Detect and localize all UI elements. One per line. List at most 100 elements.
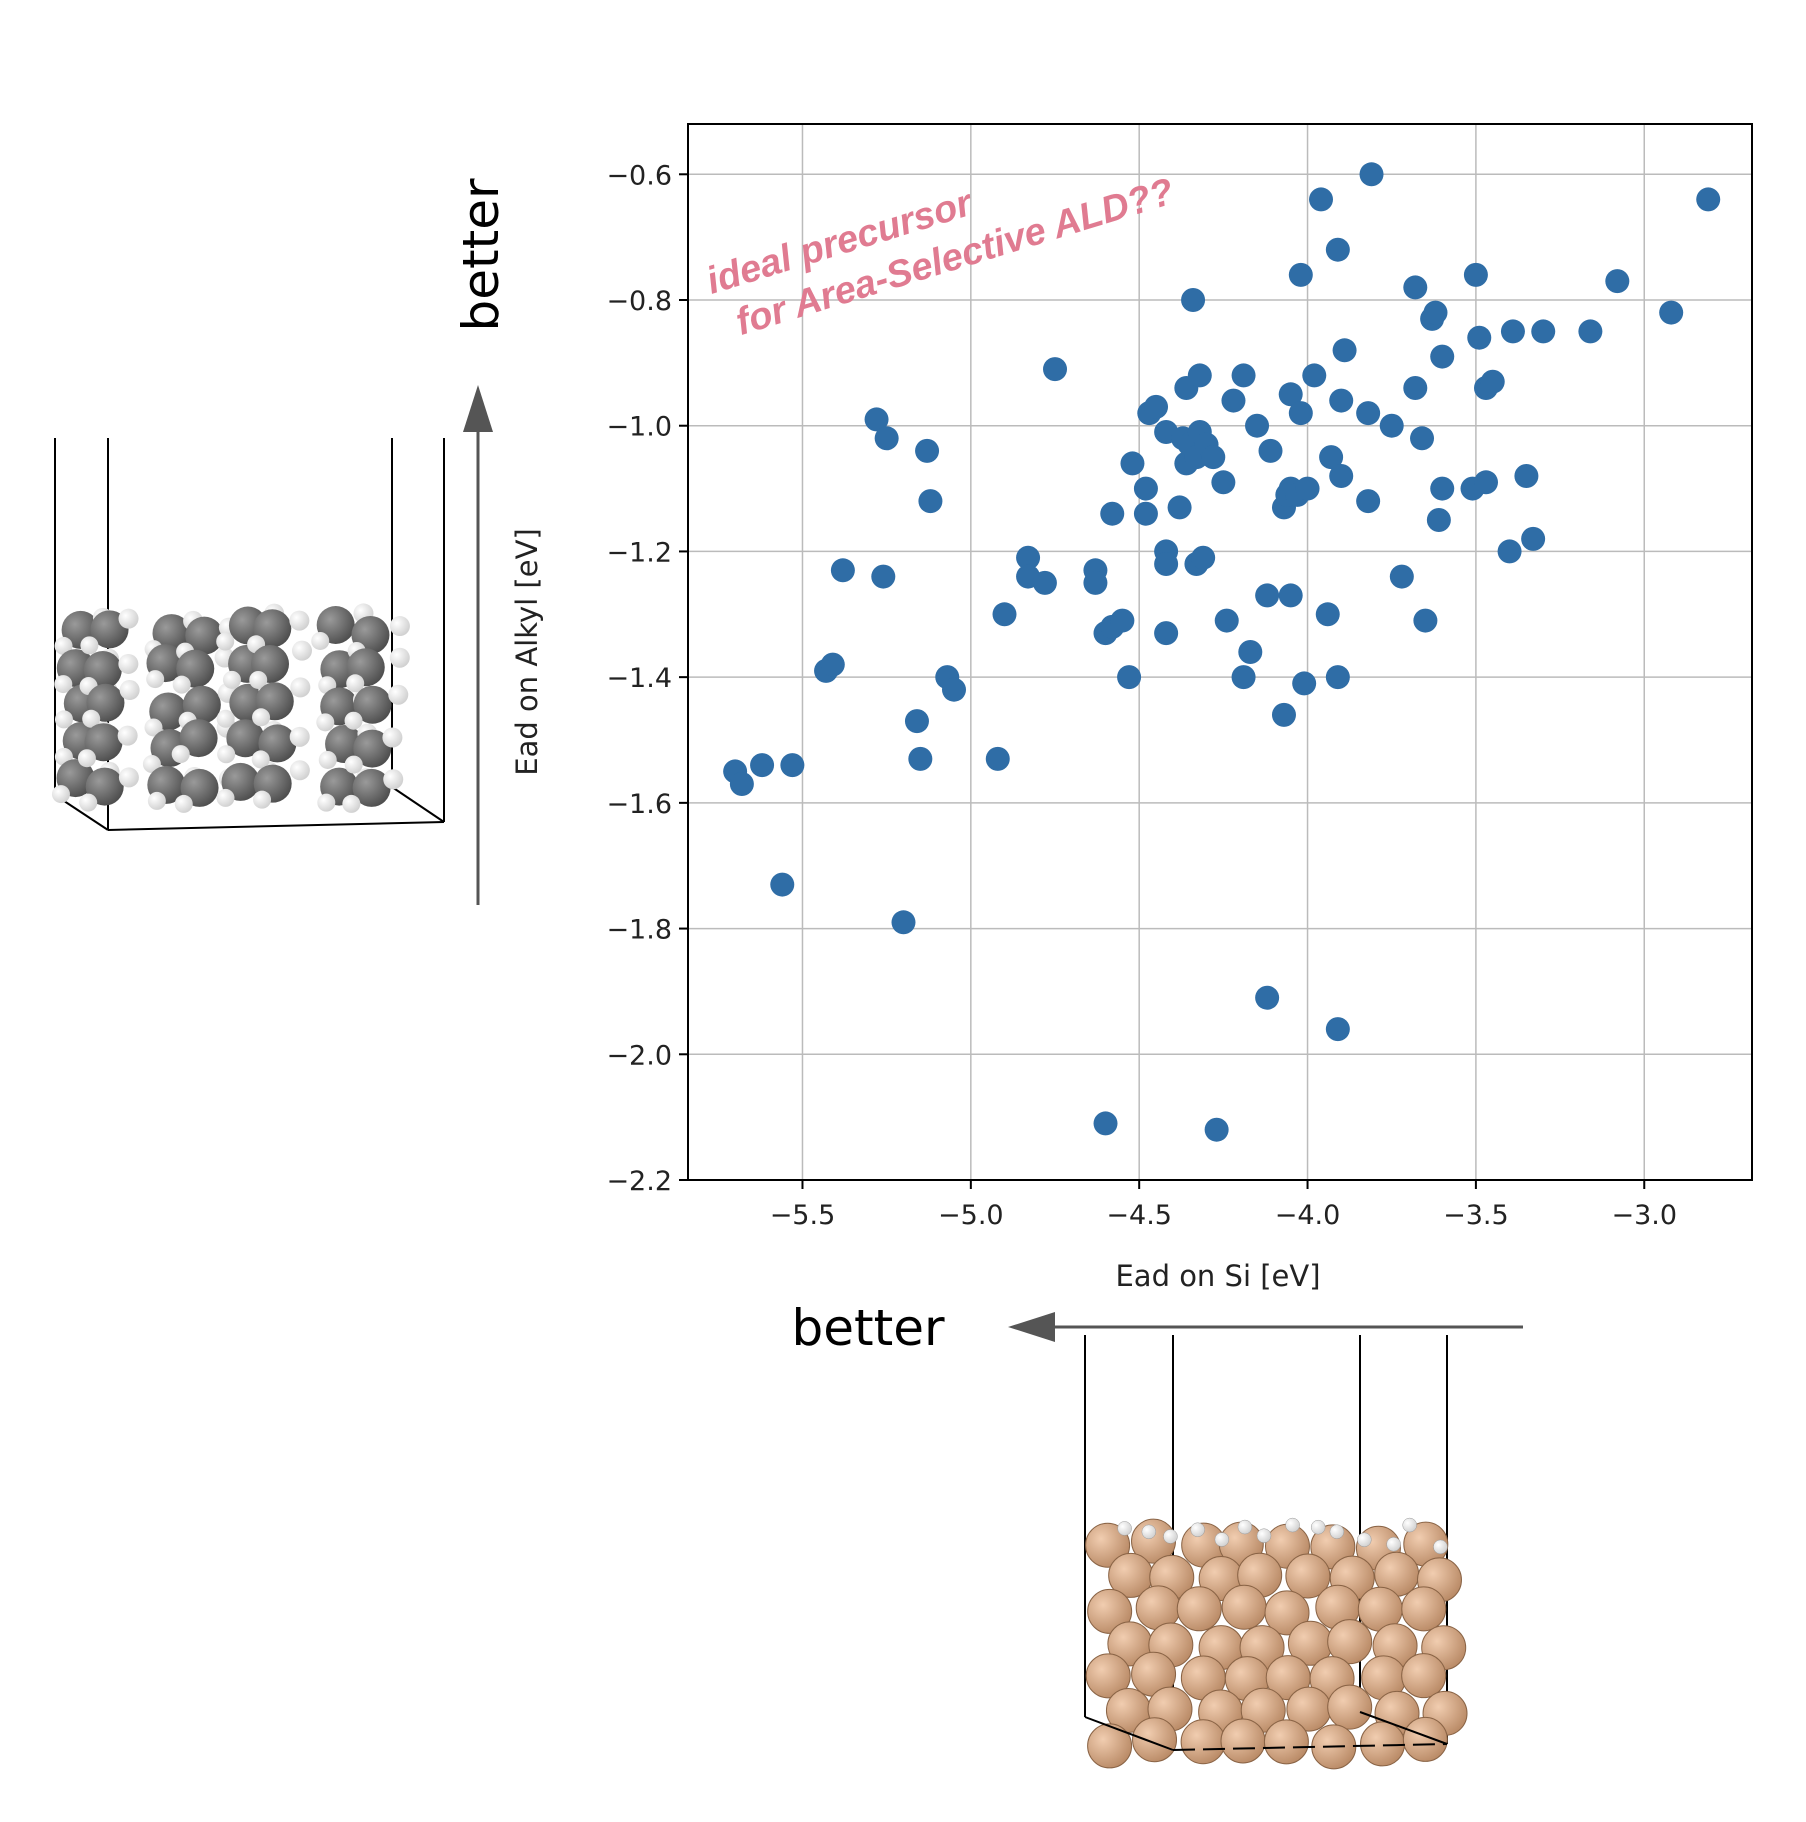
data-point <box>1309 187 1334 212</box>
vertical-better-arrow <box>463 385 493 905</box>
hydrogen-atom <box>119 680 140 701</box>
hydrogen-atom <box>51 785 70 804</box>
x-tick-label: −3.5 <box>1443 1200 1509 1231</box>
data-point <box>1403 275 1428 300</box>
data-point <box>1531 319 1556 344</box>
y-tick-label: −1.0 <box>606 412 672 443</box>
hydrogen-atom <box>1256 1528 1272 1543</box>
copper-atom <box>1087 1588 1133 1634</box>
data-point <box>1389 564 1414 589</box>
y-tick-label: −1.6 <box>606 789 672 820</box>
data-point <box>1100 501 1125 526</box>
data-point <box>1325 1017 1350 1042</box>
hydrogen-atom <box>389 616 410 637</box>
x-axis-title: Ead on Si [eV] <box>1115 1259 1320 1293</box>
hydrogen-atom <box>54 710 73 729</box>
data-point <box>871 564 896 589</box>
arrow-up-icon <box>463 385 493 432</box>
data-point <box>1315 602 1340 627</box>
data-point <box>1521 526 1546 551</box>
copper-surface-slab-icon <box>1084 1335 1468 1770</box>
data-point <box>1120 451 1145 476</box>
data-point <box>1255 583 1280 608</box>
data-point <box>1696 187 1721 212</box>
hydrogen-atom <box>1163 1529 1178 1544</box>
hydrogen-atom <box>147 791 166 810</box>
hydrogen-atom <box>217 745 236 764</box>
data-point <box>1181 288 1206 312</box>
data-point <box>820 652 845 677</box>
data-point <box>1231 665 1256 690</box>
copper-atom <box>1220 1718 1266 1764</box>
data-point <box>1500 319 1525 344</box>
data-point <box>1245 413 1270 438</box>
data-point <box>1278 382 1303 407</box>
hydrogen-atom <box>388 684 409 705</box>
data-point <box>1332 338 1357 363</box>
hydrogen-atom <box>216 788 235 807</box>
data-point <box>918 489 943 514</box>
carbon-atom <box>179 719 218 758</box>
hydrogen-atom <box>346 674 365 693</box>
data-point <box>1214 608 1239 633</box>
y-tick-label: −1.8 <box>606 915 672 946</box>
hydrogen-atom <box>1433 1539 1448 1555</box>
hydrogen-atom <box>290 677 311 698</box>
copper-atom <box>1402 1716 1448 1762</box>
hydrogen-atom <box>222 670 241 689</box>
data-point <box>1032 570 1057 595</box>
data-point <box>1578 319 1603 344</box>
data-point <box>1144 394 1169 419</box>
data-point <box>1356 489 1381 514</box>
x-tick-label: −4.5 <box>1106 1200 1172 1231</box>
copper-atom <box>1264 1590 1310 1636</box>
data-point <box>1204 1117 1229 1142</box>
hydrogen-atom <box>1310 1519 1326 1535</box>
data-point <box>1187 363 1212 388</box>
hydrogen-atom <box>382 727 403 748</box>
data-point <box>1201 445 1226 470</box>
hydrogen-atom <box>174 794 193 813</box>
hydrogen-atom <box>389 647 410 668</box>
data-point <box>830 558 855 583</box>
data-point <box>1410 426 1435 451</box>
data-point <box>1474 470 1498 495</box>
data-point <box>1379 413 1404 438</box>
data-point <box>1329 388 1354 413</box>
hydrogen-atom <box>216 709 235 728</box>
data-point <box>1133 501 1158 526</box>
copper-atom <box>1132 1717 1178 1763</box>
y-axis-title: Ead on Alkyl [eV] <box>510 528 544 775</box>
hydrogen-atom <box>1141 1524 1157 1540</box>
y-tick-label: −1.2 <box>606 537 672 568</box>
data-point <box>1467 325 1492 350</box>
scatter-chart: −5.5 −5.0 −4.5 −4.0 −3.5 −3.0 −2.2 −2.0 −1.8 −1.… <box>510 123 1753 1293</box>
hydrogen-atom <box>1402 1517 1417 1533</box>
hydrogen-atom <box>1357 1532 1372 1548</box>
hydrogen-atom <box>79 793 98 812</box>
copper-atom <box>1360 1721 1406 1767</box>
data-point <box>1480 369 1505 394</box>
carbon-atom <box>325 724 364 763</box>
hydrogen-atom <box>118 767 139 788</box>
hydrogen-atom <box>1329 1524 1345 1539</box>
hydrogen-atom <box>54 636 73 655</box>
carbon-atom <box>180 768 219 807</box>
data-point <box>1605 269 1630 294</box>
data-point <box>1231 363 1256 388</box>
data-point <box>780 753 805 778</box>
hydrogen-atom <box>117 725 138 746</box>
x-tick-label: −4.0 <box>1275 1200 1341 1231</box>
carbon-atom <box>253 609 292 648</box>
hydrogen-atom <box>80 636 99 655</box>
arrow-left-icon <box>1008 1312 1055 1342</box>
hydrogen-atom <box>318 750 337 769</box>
copper-atom <box>1401 1653 1447 1699</box>
data-point <box>992 602 1017 627</box>
hydrogen-atom <box>383 769 404 790</box>
data-point <box>1325 665 1350 690</box>
hydrogen-atom <box>1214 1532 1230 1547</box>
y-tick-label: −0.8 <box>606 286 672 317</box>
data-point <box>750 753 775 778</box>
data-point <box>1514 464 1539 488</box>
